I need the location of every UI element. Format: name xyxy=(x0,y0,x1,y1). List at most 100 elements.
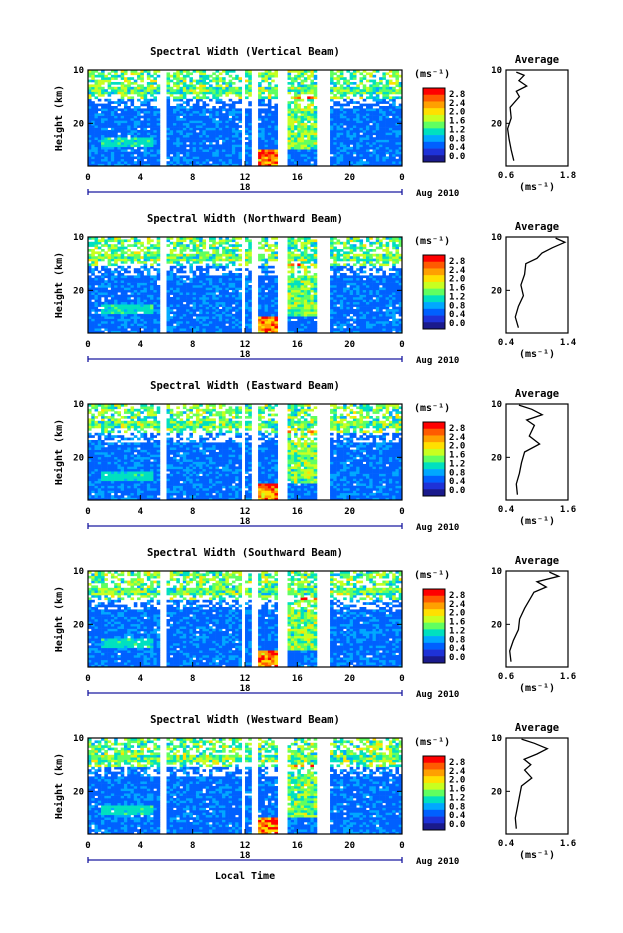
heatmap-cell xyxy=(206,123,210,126)
heatmap-cell xyxy=(245,156,249,159)
heatmap-cell xyxy=(91,80,95,83)
heatmap-cell xyxy=(304,108,308,111)
heatmap-cell xyxy=(261,297,265,300)
heatmap-cell xyxy=(232,128,236,131)
heatmap-cell xyxy=(140,152,144,155)
heatmap-cell xyxy=(134,314,138,317)
heatmap-cell xyxy=(301,319,305,322)
heatmap-cell xyxy=(183,130,187,133)
heatmap-cell xyxy=(386,132,390,135)
heatmap-cell xyxy=(216,149,220,152)
heatmap-cell xyxy=(219,266,223,269)
heatmap-cell xyxy=(108,239,112,242)
heatmap-cell xyxy=(274,292,278,295)
heatmap-cell xyxy=(98,137,102,140)
heatmap-cell xyxy=(291,152,295,155)
heatmap-cell xyxy=(271,304,275,307)
heatmap-cell xyxy=(271,302,275,305)
heatmap-cell xyxy=(176,152,180,155)
heatmap-cell xyxy=(183,309,187,312)
heatmap-cell xyxy=(268,92,272,95)
heatmap-cell xyxy=(235,316,239,319)
heatmap-cell xyxy=(173,128,177,131)
heatmap-cell xyxy=(108,271,112,274)
heatmap-cell xyxy=(121,261,125,264)
heatmap-cell xyxy=(114,116,118,119)
heatmap-cell xyxy=(229,128,233,131)
heatmap-cell xyxy=(245,159,249,162)
heatmap-cell xyxy=(225,72,229,75)
heatmap-cell xyxy=(206,144,210,147)
heatmap-cell xyxy=(199,323,203,326)
heatmap-cell xyxy=(140,323,144,326)
heatmap-cell xyxy=(180,130,184,133)
heatmap-cell xyxy=(157,295,161,298)
heatmap-cell xyxy=(356,87,360,90)
heatmap-cell xyxy=(392,120,396,123)
heatmap-cell xyxy=(294,111,298,114)
heatmap-cell xyxy=(225,82,229,85)
heatmap-cell xyxy=(225,299,229,302)
heatmap-cell xyxy=(150,290,154,293)
heatmap-cell xyxy=(288,144,292,147)
heatmap-cell xyxy=(340,123,344,126)
heatmap-cell xyxy=(98,280,102,283)
heatmap-cell xyxy=(176,311,180,314)
heatmap-cell xyxy=(232,280,236,283)
heatmap-cell xyxy=(261,120,265,123)
heatmap-cell xyxy=(229,120,233,123)
heatmap-cell xyxy=(222,147,226,150)
heatmap-cell xyxy=(363,132,367,135)
heatmap-cell xyxy=(170,87,174,90)
heatmap-cell xyxy=(147,302,151,305)
heatmap-cell xyxy=(111,111,115,114)
heatmap-cell xyxy=(307,108,311,111)
heatmap-cell xyxy=(91,156,95,159)
heatmap-cell xyxy=(268,113,272,116)
heatmap-cell xyxy=(343,108,347,111)
heatmap-cell xyxy=(258,247,262,250)
heatmap-cell xyxy=(350,147,354,150)
heatmap-cell xyxy=(114,297,118,300)
heatmap-cell xyxy=(193,96,197,99)
heatmap-cell xyxy=(310,142,314,145)
heatmap-cell xyxy=(199,96,203,99)
heatmap-cell xyxy=(117,147,121,150)
heatmap-cell xyxy=(186,314,190,317)
heatmap-cell xyxy=(144,326,148,329)
heatmap-cell xyxy=(369,154,373,157)
heatmap-cell xyxy=(91,72,95,75)
heatmap-cell xyxy=(301,156,305,159)
heatmap-cell xyxy=(180,140,184,143)
heatmap-cell xyxy=(150,108,154,111)
heatmap-cell xyxy=(127,125,131,128)
heatmap-cell xyxy=(124,154,128,157)
heatmap-cell xyxy=(124,287,128,290)
heatmap-cell xyxy=(389,142,393,145)
heatmap-cell xyxy=(153,159,157,162)
heatmap-cell xyxy=(196,287,200,290)
heatmap-cell xyxy=(265,144,269,147)
heatmap-cell xyxy=(212,280,216,283)
heatmap-cell xyxy=(376,142,380,145)
heatmap-cell xyxy=(104,251,108,254)
heatmap-cell xyxy=(196,266,200,269)
heatmap-cell xyxy=(209,266,213,269)
heatmap-cell xyxy=(124,84,128,87)
heatmap-cell xyxy=(291,290,295,293)
heatmap-cell xyxy=(330,92,334,95)
heatmap-cell xyxy=(193,302,197,305)
heatmap-cell xyxy=(157,154,161,157)
heatmap-cell xyxy=(222,152,226,155)
heatmap-cell xyxy=(232,254,236,257)
heatmap-cell xyxy=(121,137,125,140)
heatmap-cell xyxy=(219,72,223,75)
heatmap-cell xyxy=(150,144,154,147)
heatmap-cell xyxy=(350,159,354,162)
x-tick-label: 12 xyxy=(240,173,251,183)
heatmap-cell xyxy=(235,254,239,257)
heatmap-cell xyxy=(101,273,105,276)
heatmap-cell xyxy=(288,125,292,128)
heatmap-cell xyxy=(117,259,121,262)
heatmap-cell xyxy=(297,111,301,114)
